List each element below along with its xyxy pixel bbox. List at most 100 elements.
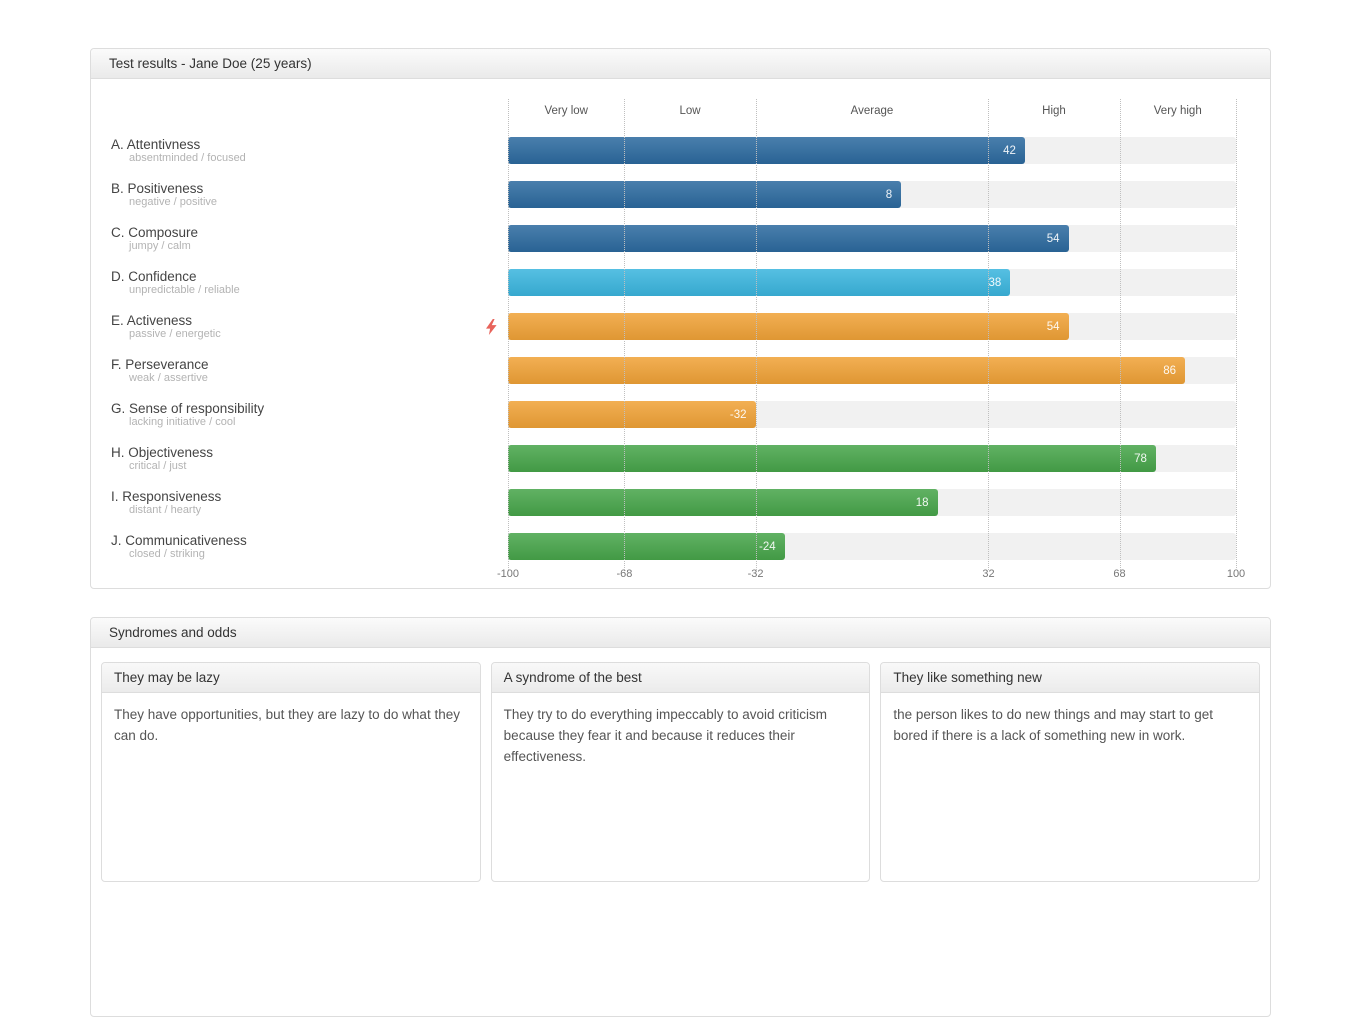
bar: 86 <box>508 357 1186 384</box>
bar-track: 18 <box>508 489 1236 516</box>
trait-title: A. Attentivness <box>111 136 201 152</box>
axis-tick-label: 100 <box>1226 568 1246 580</box>
chart-row: F. Perseverance weak / assertive 86 <box>91 357 1270 384</box>
axis-tick-label: -100 <box>496 568 520 580</box>
syndrome-cards-row: They may be lazy They have opportunities,… <box>91 648 1270 896</box>
trait-title: J. Communicativeness <box>111 532 247 548</box>
chart-row: G. Sense of responsibility lacking initia… <box>91 401 1270 428</box>
axis-tick-label: 32 <box>982 568 995 580</box>
bar: 38 <box>508 269 1011 296</box>
trait-label-block: A. Attentivness absentminded / focused <box>91 137 508 165</box>
trait-label-block: F. Perseverance weak / assertive <box>91 357 508 385</box>
trait-label-block: G. Sense of responsibility lacking initia… <box>91 401 508 429</box>
trait-subtitle: absentminded / focused <box>129 151 246 164</box>
chart-row: J. Communicativeness closed / striking -24 <box>91 533 1270 560</box>
trait-label-block: C. Composure jumpy / calm <box>91 225 508 253</box>
syndrome-card: They like something new the person likes … <box>880 662 1261 882</box>
chart-row: H. Objectiveness critical / just 78 <box>91 445 1270 472</box>
bar-value: -32 <box>729 408 747 421</box>
bar-track: -24 <box>508 533 1236 560</box>
bar-value: 38 <box>988 276 1002 289</box>
bar: 54 <box>508 225 1069 252</box>
chart-row: I. Responsiveness distant / hearty 18 <box>91 489 1270 516</box>
x-axis: -100 -68 -32 32 68 100 <box>497 566 1245 582</box>
bar-track: 78 <box>508 445 1236 472</box>
syndrome-card: They may be lazy They have opportunities,… <box>101 662 481 882</box>
syndrome-card-body: the person likes to do new things and ma… <box>893 707 1214 743</box>
syndromes-panel-title: Syndromes and odds <box>91 618 1270 648</box>
axis-tick-label: -32 <box>747 568 764 580</box>
trait-title: H. Objectiveness <box>111 444 214 460</box>
bar-track: 54 <box>508 313 1236 340</box>
trait-title: D. Confidence <box>111 268 197 284</box>
zone-label: Very high <box>1153 105 1202 117</box>
bar-track: 8 <box>508 181 1236 208</box>
syndrome-card-title: They like something new <box>881 663 1260 693</box>
bar: 78 <box>508 445 1156 472</box>
axis-tick-label: -68 <box>616 568 633 580</box>
bar-track: 38 <box>508 269 1236 296</box>
bar: 18 <box>508 489 938 516</box>
trait-title: E. Activeness <box>111 312 193 328</box>
trait-subtitle: weak / assertive <box>129 371 208 384</box>
trait-title: G. Sense of responsibility <box>111 400 265 416</box>
trait-label-block: E. Activeness passive / energetic <box>91 313 508 341</box>
trait-title: C. Composure <box>111 224 199 240</box>
syndrome-card-body: They try to do everything impeccably to … <box>503 707 828 764</box>
lightning-bolt-icon <box>486 318 497 335</box>
bar-value: 86 <box>1163 364 1177 377</box>
test-results-panel: Test results - Jane Doe (25 years) Very … <box>90 48 1271 589</box>
bar: -32 <box>508 401 756 428</box>
syndrome-card-body: They have opportunities, but they are la… <box>114 707 460 743</box>
bar: 54 <box>508 313 1069 340</box>
traits-bar-chart: Very low Low Average High Very high A. Atten… <box>91 79 1270 590</box>
chart-row: A. Attentivness absentminded / focused 42 <box>91 137 1270 164</box>
test-results-panel-title: Test results - Jane Doe (25 years) <box>91 49 1270 79</box>
bar-track: 42 <box>508 137 1236 164</box>
bar-value: -24 <box>759 540 776 553</box>
chart-row: C. Composure jumpy / calm 54 <box>91 225 1270 252</box>
trait-label-block: H. Objectiveness critical / just <box>91 445 508 473</box>
syndrome-card-title: A syndrome of the best <box>491 663 870 693</box>
bar-value: 54 <box>1046 232 1060 245</box>
zone-label: Low <box>679 105 701 117</box>
axis-tick-label: 68 <box>1113 568 1126 580</box>
bar-value: 18 <box>915 496 929 509</box>
zone-header-row: Very low Low Average High Very high <box>508 99 1236 127</box>
trait-label-block: I. Responsiveness distant / hearty <box>91 489 508 517</box>
trait-subtitle: distant / hearty <box>129 503 202 516</box>
chart-row: B. Positiveness negative / positive 8 <box>91 181 1270 208</box>
chart-row: E. Activeness passive / energetic 54 <box>91 313 1270 340</box>
trait-title: B. Positiveness <box>111 180 204 196</box>
bar-track: 54 <box>508 225 1236 252</box>
chart-row: D. Confidence unpredictable / reliable 38 <box>91 269 1270 296</box>
trait-subtitle: passive / energetic <box>129 327 221 340</box>
trait-label-block: B. Positiveness negative / positive <box>91 181 508 209</box>
bar: 8 <box>508 181 902 208</box>
trait-subtitle: jumpy / calm <box>129 239 191 252</box>
trait-title: F. Perseverance <box>111 356 209 372</box>
bar-value: 54 <box>1046 320 1060 333</box>
trait-label-block: D. Confidence unpredictable / reliable <box>91 269 508 297</box>
bar-value: 42 <box>1003 144 1016 157</box>
trait-subtitle: critical / just <box>129 459 187 472</box>
bar-value: 78 <box>1134 452 1147 465</box>
trait-subtitle: unpredictable / reliable <box>129 283 240 296</box>
bar-track: 86 <box>508 357 1236 384</box>
trait-label-block: J. Communicativeness closed / striking <box>91 533 508 561</box>
chart-rows: A. Attentivness absentminded / focused 42 B… <box>91 137 1270 560</box>
trait-title: I. Responsiveness <box>111 488 222 504</box>
trait-subtitle: lacking initiative / cool <box>129 415 236 428</box>
zone-label: High <box>1042 105 1066 117</box>
bar-track: -32 <box>508 401 1236 428</box>
trait-subtitle: closed / striking <box>129 547 205 560</box>
trait-subtitle: negative / positive <box>129 195 218 208</box>
bar-value: 8 <box>885 188 893 201</box>
syndrome-card: A syndrome of the best They try to do eve… <box>490 662 871 882</box>
bar: 42 <box>508 137 1025 164</box>
zone-label: Average <box>850 105 894 117</box>
zone-label: Very low <box>544 105 588 117</box>
bar: -24 <box>508 533 785 560</box>
syndromes-panel: Syndromes and odds They may be lazy They … <box>90 617 1271 1017</box>
syndrome-card-title: They may be lazy <box>102 663 480 693</box>
